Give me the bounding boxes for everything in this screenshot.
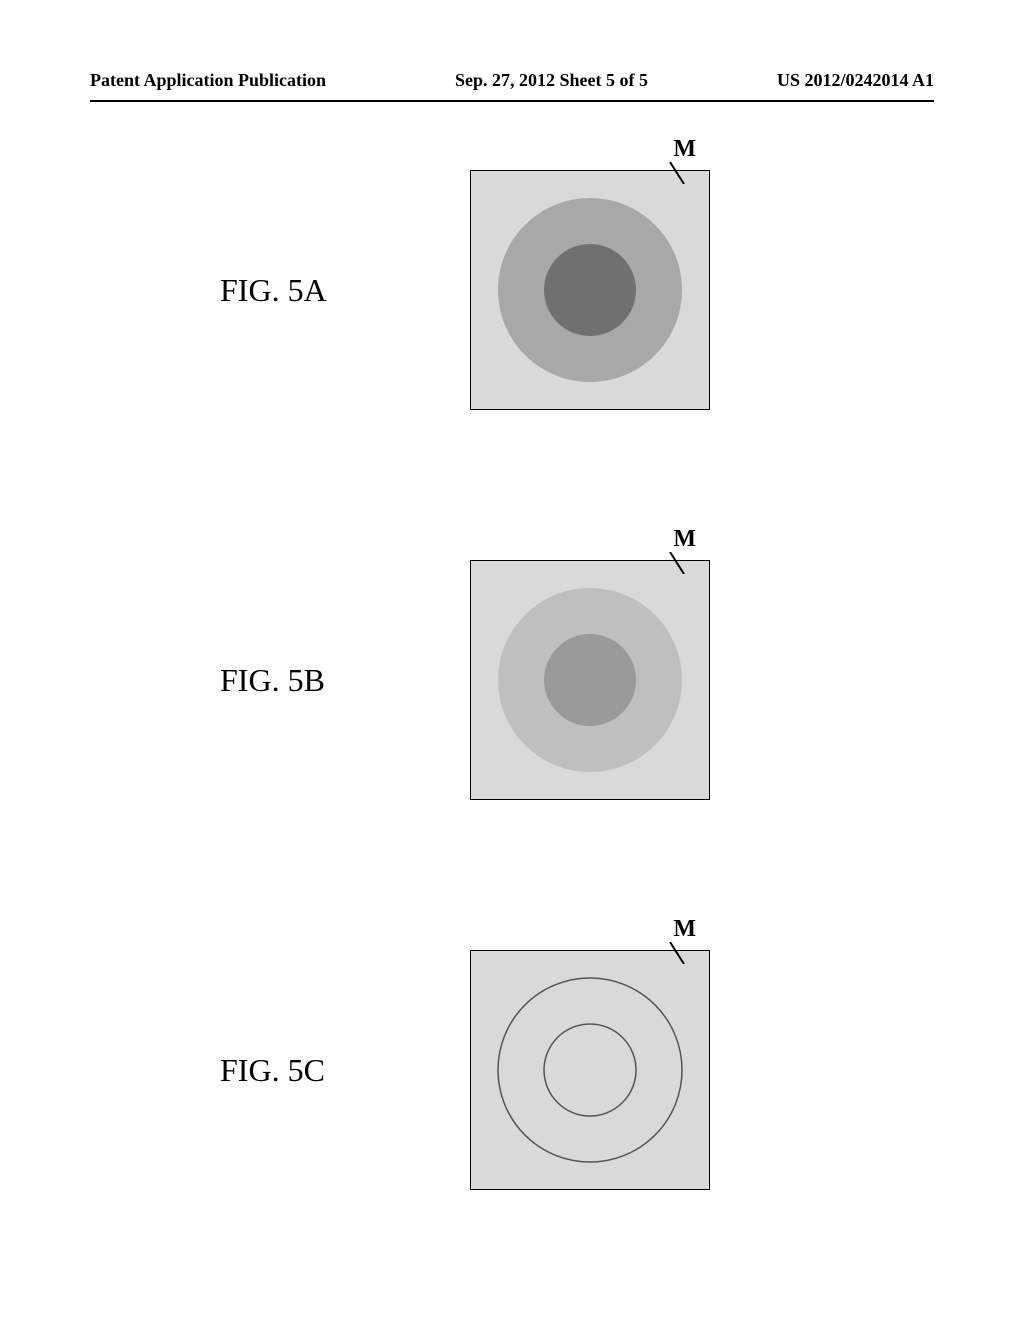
figure-5c-row: FIG. 5C M [220, 950, 710, 1190]
figure-5c-leader-line [668, 942, 686, 964]
figure-5a-square [470, 170, 710, 410]
figure-5a-label: FIG. 5A [220, 272, 410, 309]
header-center: Sep. 27, 2012 Sheet 5 of 5 [455, 70, 648, 91]
figure-5b-leader-line [668, 552, 686, 574]
figure-5b-label: FIG. 5B [220, 662, 410, 699]
figure-5c-label: FIG. 5C [220, 1052, 410, 1089]
figure-5c-diagram: M [470, 950, 710, 1190]
figure-5a-row: FIG. 5A M [220, 170, 710, 410]
figure-5a-diagram: M [470, 170, 710, 410]
header-right: US 2012/0242014 A1 [777, 70, 934, 91]
header-rule [90, 100, 934, 102]
header-left: Patent Application Publication [90, 70, 326, 91]
page-header: Patent Application Publication Sep. 27, … [0, 70, 1024, 91]
figure-5a-leader-line [668, 162, 686, 184]
figure-5b-m-label: M [673, 526, 696, 553]
figure-5c-square [470, 950, 710, 1190]
figure-5b-square [470, 560, 710, 800]
figure-5c-m-label: M [673, 916, 696, 943]
figure-5b-diagram: M [470, 560, 710, 800]
figure-5b-row: FIG. 5B M [220, 560, 710, 800]
figure-5a-m-label: M [673, 136, 696, 163]
